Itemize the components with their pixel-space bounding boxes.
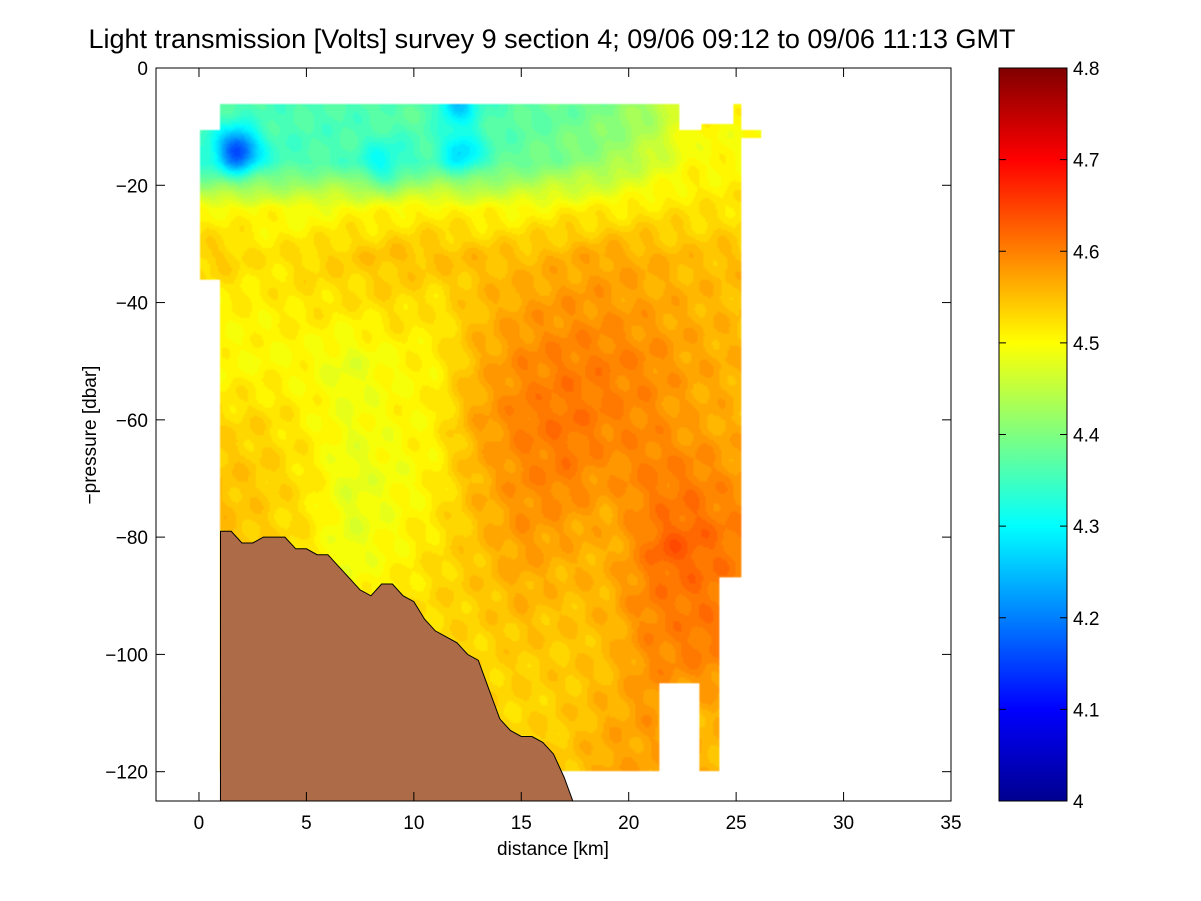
x-tick-label: 5 — [301, 813, 312, 834]
plot-area: 0 5 10 15 20 25 30 35 0 −20 −40 −60 −80 −100 −120 — [105, 59, 961, 834]
colorbar: 4 4.1 4.2 4.3 4.4 4.5 4.6 4.7 4.8 — [998, 59, 1100, 813]
colorbar-gradient — [999, 68, 1067, 801]
x-axis-label: distance [km] — [497, 839, 609, 860]
chart-title: Light transmission [Volts] survey 9 sect… — [88, 24, 1015, 54]
x-tick-label: 35 — [940, 813, 961, 834]
x-tick-label: 20 — [618, 813, 639, 834]
x-tick-label: 10 — [403, 813, 424, 834]
y-axis-label: −pressure [dbar] — [80, 366, 101, 505]
y-tick-label: −80 — [116, 528, 148, 549]
y-tick-label: 0 — [137, 59, 148, 80]
colorbar-ticks: 4 4.1 4.2 4.3 4.4 4.5 4.6 4.7 4.8 — [999, 59, 1100, 813]
x-axis-ticks: 0 5 10 15 20 25 30 35 — [194, 68, 962, 834]
colorbar-tick-label: 4 — [1073, 792, 1084, 813]
y-tick-label: −120 — [105, 763, 148, 784]
y-tick-label: −20 — [116, 176, 148, 197]
y-axis-ticks: 0 −20 −40 −60 −80 −100 −120 — [105, 59, 951, 784]
colorbar-tick-label: 4.5 — [1073, 334, 1099, 355]
y-tick-label: −60 — [116, 411, 148, 432]
colorbar-tick-label: 4.2 — [1073, 609, 1099, 630]
plot-frame — [155, 67, 952, 802]
x-tick-label: 30 — [833, 813, 854, 834]
y-tick-label: −100 — [105, 645, 148, 666]
colorbar-tick-label: 4.6 — [1073, 242, 1099, 263]
colorbar-tick-label: 4.1 — [1073, 700, 1099, 721]
colorbar-tick-label: 4.7 — [1073, 151, 1099, 172]
colorbar-tick-label: 4.4 — [1073, 426, 1100, 447]
x-tick-label: 0 — [194, 813, 205, 834]
colorbar-tick-label: 4.8 — [1073, 59, 1099, 80]
x-tick-label: 15 — [511, 813, 532, 834]
y-tick-label: −40 — [116, 294, 148, 315]
colorbar-tick-label: 4.3 — [1073, 517, 1099, 538]
x-tick-label: 25 — [726, 813, 747, 834]
seafloor-bathymetry — [219, 530, 574, 801]
